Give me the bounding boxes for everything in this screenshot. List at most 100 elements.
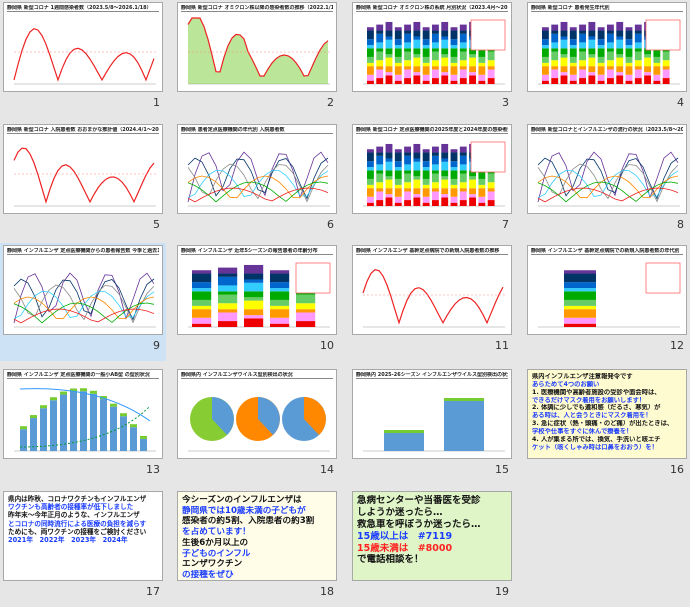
slide-title: 静岡県 新型コロナ オミクロン株の系統 月別状況（2023.4月～2025.3月…: [356, 5, 508, 12]
stack-segment: [564, 309, 596, 318]
stack-segment: [432, 52, 439, 61]
slide-chart: [184, 136, 330, 207]
stack-segment: [395, 39, 402, 45]
slide-thumbnail-3[interactable]: 静岡県 新型コロナ オミクロン株の系統 月別状況（2023.4月～2025.3月…: [349, 0, 515, 118]
bar: [20, 429, 27, 451]
stack-segment: [404, 188, 411, 191]
stack-segment: [598, 57, 605, 63]
stack-segment: [644, 58, 651, 67]
stack-segment: [441, 36, 448, 39]
slide-preview[interactable]: 静岡県 インフルエンザ 基幹定点病院での新規入院患者数の年代別: [527, 245, 687, 335]
slide-preview[interactable]: 静岡県 新型コロナとインフルエンザの流行の状況（2023.5/8～2026.1/…: [527, 124, 687, 214]
stack-segment: [386, 58, 393, 67]
slide-preview[interactable]: 静岡県 インフルエンザ 基幹定点病院での新規入院患者数の推移: [352, 245, 512, 335]
stack-segment: [635, 48, 642, 51]
stack-segment: [588, 66, 595, 72]
stack-segment: [551, 66, 558, 69]
stack-segment: [386, 22, 393, 31]
stack-segment: [423, 188, 430, 197]
stack-segment: [478, 75, 485, 81]
slide-number: 19: [495, 585, 509, 598]
stack-segment: [478, 81, 485, 84]
stack-segment: [395, 161, 402, 167]
slide-preview[interactable]: 静岡県 インフルエンザ 近年5シーズンの報告患者の年齢分布: [177, 245, 337, 335]
slide-text-line: 今シーズンのインフルエンザは: [182, 495, 332, 506]
stack-segment: [626, 31, 633, 40]
stack-segment: [395, 170, 402, 179]
stack-segment: [432, 25, 439, 31]
stack-segment: [570, 63, 577, 66]
slide-preview[interactable]: 静岡県内 インフルエンザウイルス型別検出の状況: [177, 369, 337, 459]
slide-preview[interactable]: 静岡県 新型コロナ 定点医療機関の2025年度と2024年度の感染者数と入院患者…: [352, 124, 512, 214]
stack-segment: [432, 188, 439, 191]
slide-text-line: 生後6か月以上の: [182, 538, 332, 549]
stack-segment: [270, 318, 289, 324]
slide-thumbnail-8[interactable]: 静岡県 新型コロナとインフルエンザの流行の状況（2023.5/8～2026.1/…: [524, 122, 690, 240]
slide-thumbnail-17[interactable]: 県内は昨秋、コロナワクチンもインフルエンザワクチンも高齢者の接種率が低下しました…: [0, 489, 166, 607]
stack-segment: [413, 75, 420, 84]
slide-preview[interactable]: 静岡県 新型コロナ オミクロン株の系統 月別状況（2023.4月～2025.3月…: [352, 2, 512, 92]
slide-preview[interactable]: 県内は昨秋、コロナワクチンもインフルエンザワクチンも高齢者の接種率が低下しました…: [3, 491, 163, 581]
stack-segment: [551, 52, 558, 61]
stack-segment: [413, 158, 420, 161]
slide-title: 静岡県 インフルエンザ 定点医療機関からの患者報告数 今季と過去17季の比較: [7, 248, 159, 255]
slide-thumbnail-12[interactable]: 静岡県 インフルエンザ 基幹定点病院での新規入院患者数の年代別 12: [524, 243, 690, 361]
stack-segment: [376, 69, 383, 78]
slide-thumbnail-19[interactable]: 急病センターや当番医を受診しようか迷ったら…救急車を呼ぼうか迷ったら…15歳以上…: [349, 489, 515, 607]
slide-thumbnail-18[interactable]: 今シーズンのインフルエンザは静岡県では10歳未満の子どもが感染者の約5割、入院患…: [174, 489, 340, 607]
bar: [444, 401, 484, 451]
stack-segment: [404, 78, 411, 84]
slide-preview[interactable]: 静岡県内 2025-26シーズン インフルエンザウイルス型別検出の状況: [352, 369, 512, 459]
slide-thumbnail-5[interactable]: 静岡県 新型コロナ 入院患者数 おおまかな推計値（2024.4/1～2026.1…: [0, 122, 166, 240]
stack-segment: [564, 282, 596, 288]
stack-segment: [598, 81, 605, 84]
slide-preview[interactable]: 静岡県 インフルエンザ 定点医療機関の一般小AB型 の型別状況: [3, 369, 163, 459]
stack-segment: [460, 174, 467, 183]
slide-preview[interactable]: 静岡県 患者定点医療機関の年代別 入院患者数: [177, 124, 337, 214]
stack-segment: [192, 300, 211, 306]
stack-segment: [244, 274, 263, 280]
line-series: [14, 291, 154, 318]
slide-preview[interactable]: 静岡県 新型コロナ オミクロン株以降の感染者数の推移（2022.1/1～2026…: [177, 2, 337, 92]
stack-segment: [579, 42, 586, 48]
stack-segment: [367, 57, 374, 63]
slide-preview[interactable]: 今シーズンのインフルエンザは静岡県では10歳未満の子どもが感染者の約5割、入院患…: [177, 491, 337, 581]
stack-segment: [469, 188, 476, 194]
slide-preview[interactable]: 静岡県 新型コロナ 1週間感染者数（2023.5/8～2026.1/18）: [3, 2, 163, 92]
stack-segment: [192, 288, 211, 291]
stack-segment: [423, 197, 430, 203]
stack-segment: [451, 66, 458, 75]
slide-preview[interactable]: 急病センターや当番医を受診しようか迷ったら…救急車を呼ぼうか迷ったら…15歳以上…: [352, 491, 512, 581]
stack-segment: [441, 153, 448, 159]
stack-segment: [441, 197, 448, 206]
slide-preview[interactable]: 静岡県 新型コロナ 患者発生年代別: [527, 2, 687, 92]
slide-thumbnail-1[interactable]: 静岡県 新型コロナ 1週間感染者数（2023.5/8～2026.1/18）1: [0, 0, 166, 118]
stack-segment: [635, 66, 642, 69]
stack-segment: [607, 31, 614, 34]
slide-preview[interactable]: 静岡県 インフルエンザ 定点医療機関からの患者報告数 今季と過去17季の比較: [3, 245, 163, 335]
stack-segment: [395, 188, 402, 197]
stack-segment: [598, 75, 605, 81]
slide-text-line: 学校や仕事をすぐに休んで療養を！: [532, 428, 682, 436]
slide-number: 12: [670, 339, 684, 352]
stack-segment: [616, 48, 623, 54]
slide-thumbnail-7[interactable]: 静岡県 新型コロナ 定点医療機関の2025年度と2024年度の感染者数と入院患者…: [349, 122, 515, 240]
slide-thumbnail-9[interactable]: 静岡県 インフルエンザ 定点医療機関からの患者報告数 今季と過去17季の比較9: [0, 243, 166, 361]
stack-segment: [404, 156, 411, 165]
stack-segment: [376, 164, 383, 170]
stack-segment: [579, 69, 586, 78]
slide-chart: [184, 381, 330, 452]
stack-segment: [460, 191, 467, 200]
slide-preview[interactable]: 静岡県 新型コロナ 入院患者数 おおまかな推計値（2024.4/1～2026.1…: [3, 124, 163, 214]
slide-thumbnail-2[interactable]: 静岡県 新型コロナ オミクロン株以降の感染者数の推移（2022.1/1～2026…: [174, 0, 340, 118]
stack-segment: [579, 48, 586, 51]
